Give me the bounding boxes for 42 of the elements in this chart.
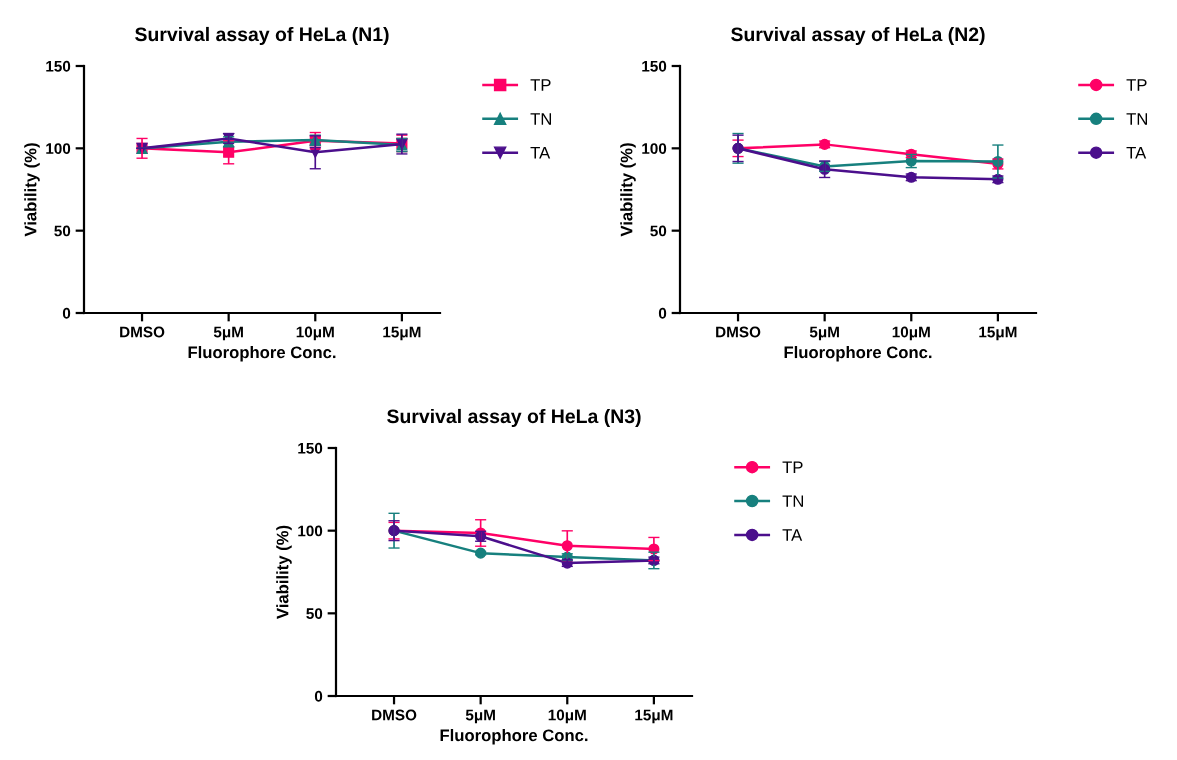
y-axis-title: Viability (%) <box>276 525 292 619</box>
x-tick-label: 15μM <box>979 326 1017 341</box>
y-tick-label: 150 <box>46 60 71 72</box>
x-axis-title: Fluorophore Conc. <box>440 728 588 745</box>
y-tick-label: 0 <box>314 690 323 702</box>
y-tick-label: 150 <box>298 442 323 454</box>
y-tick-label: 0 <box>62 307 71 319</box>
x-tick-label: 10μM <box>892 326 930 341</box>
x-tick-label: DMSO <box>372 709 417 721</box>
legend-label: TA <box>1126 147 1147 159</box>
legend-label: TN <box>1126 113 1147 125</box>
y-axis-title: Viability (%) <box>24 143 40 237</box>
x-tick-label: 5μM <box>809 326 839 341</box>
x-tick-label: 15μM <box>635 709 673 724</box>
y-tick-label: 50 <box>54 225 71 237</box>
y-tick-label: 50 <box>306 608 323 620</box>
legend-label: TA <box>782 529 803 541</box>
x-tick-label: 15μM <box>383 326 421 341</box>
legend-label: TP <box>530 79 551 91</box>
legend-label: TN <box>530 113 551 125</box>
x-axis-title: Fluorophore Conc. <box>188 345 336 362</box>
x-tick-label: DMSO <box>716 326 761 338</box>
legend-label: TN <box>782 495 803 507</box>
x-tick-label: 5μM <box>465 709 495 724</box>
y-tick-label: 100 <box>298 525 323 537</box>
y-tick-label: 100 <box>642 143 667 155</box>
legend-label: TA <box>530 147 551 159</box>
y-tick-label: 50 <box>650 225 667 237</box>
x-axis-title: Fluorophore Conc. <box>784 345 932 362</box>
chart-title: Survival assay of HeLa (N2) <box>731 26 985 46</box>
y-tick-label: 0 <box>658 307 667 319</box>
y-tick-label: 100 <box>46 143 71 155</box>
y-tick-label: 150 <box>642 60 667 72</box>
x-tick-label: 10μM <box>548 709 586 724</box>
y-axis-title: Viability (%) <box>620 143 636 237</box>
x-tick-label: DMSO <box>120 326 165 338</box>
x-tick-label: 10μM <box>296 326 334 341</box>
chart-title: Survival assay of HeLa (N1) <box>135 26 389 46</box>
chart-title: Survival assay of HeLa (N3) <box>387 408 641 428</box>
x-tick-label: 5μM <box>213 326 243 341</box>
legend-label: TP <box>1126 79 1147 91</box>
legend-label: TP <box>782 461 803 473</box>
